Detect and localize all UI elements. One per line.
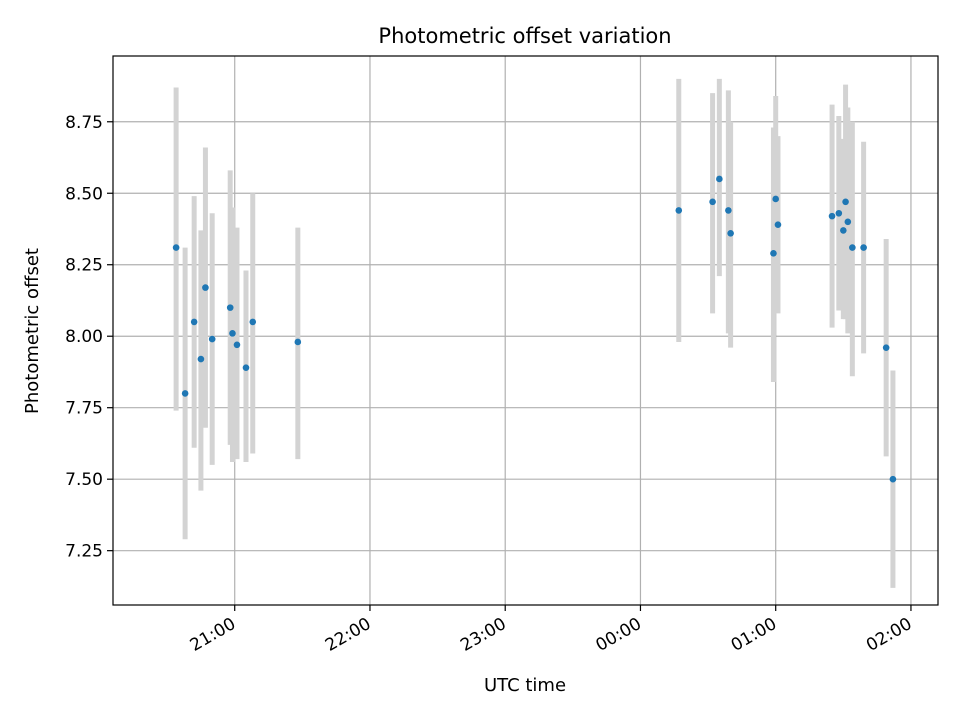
y-tick-label: 7.25 [65, 542, 103, 562]
data-point [202, 284, 209, 291]
data-point [828, 212, 836, 220]
data-point [226, 304, 234, 311]
x-axis-label: UTC time [484, 675, 566, 696]
data-point [844, 218, 852, 226]
data-point [882, 344, 890, 351]
data-point [842, 198, 849, 206]
data-point [709, 198, 716, 206]
data-point [727, 229, 734, 237]
y-tick-label: 7.50 [65, 470, 103, 490]
y-tick-label: 8.50 [65, 184, 103, 204]
data-point [840, 227, 847, 234]
data-point [190, 318, 198, 326]
data-point [770, 249, 777, 257]
y-axis-ticks: 7.25 7.50 7.75 8.00 8.25 8.50 8.75 [65, 113, 113, 562]
data-point [208, 335, 216, 343]
y-tick-label: 8.25 [65, 256, 103, 276]
plot-frame [112, 55, 939, 606]
data-point [242, 364, 250, 371]
data-point [725, 207, 732, 214]
data-point [835, 209, 843, 217]
y-tick-label: 8.75 [65, 113, 103, 133]
data-point [772, 195, 780, 203]
data-point [233, 341, 241, 349]
data-point [181, 390, 189, 397]
y-axis-label: Photometric offset [22, 248, 43, 414]
data-point [849, 244, 856, 251]
data-point [229, 330, 236, 337]
data-point [172, 244, 180, 251]
data-point [249, 318, 257, 326]
data-point [716, 175, 723, 183]
data-point [675, 207, 683, 214]
data-point [197, 355, 205, 363]
data-point [774, 221, 782, 229]
y-tick-label: 7.75 [65, 399, 103, 419]
chart-title: Photometric offset variation [378, 24, 671, 48]
data-point [860, 244, 867, 251]
data-point [889, 475, 897, 483]
data-point [294, 338, 302, 346]
data-markers [172, 175, 897, 483]
y-tick-label: 8.00 [65, 327, 103, 347]
